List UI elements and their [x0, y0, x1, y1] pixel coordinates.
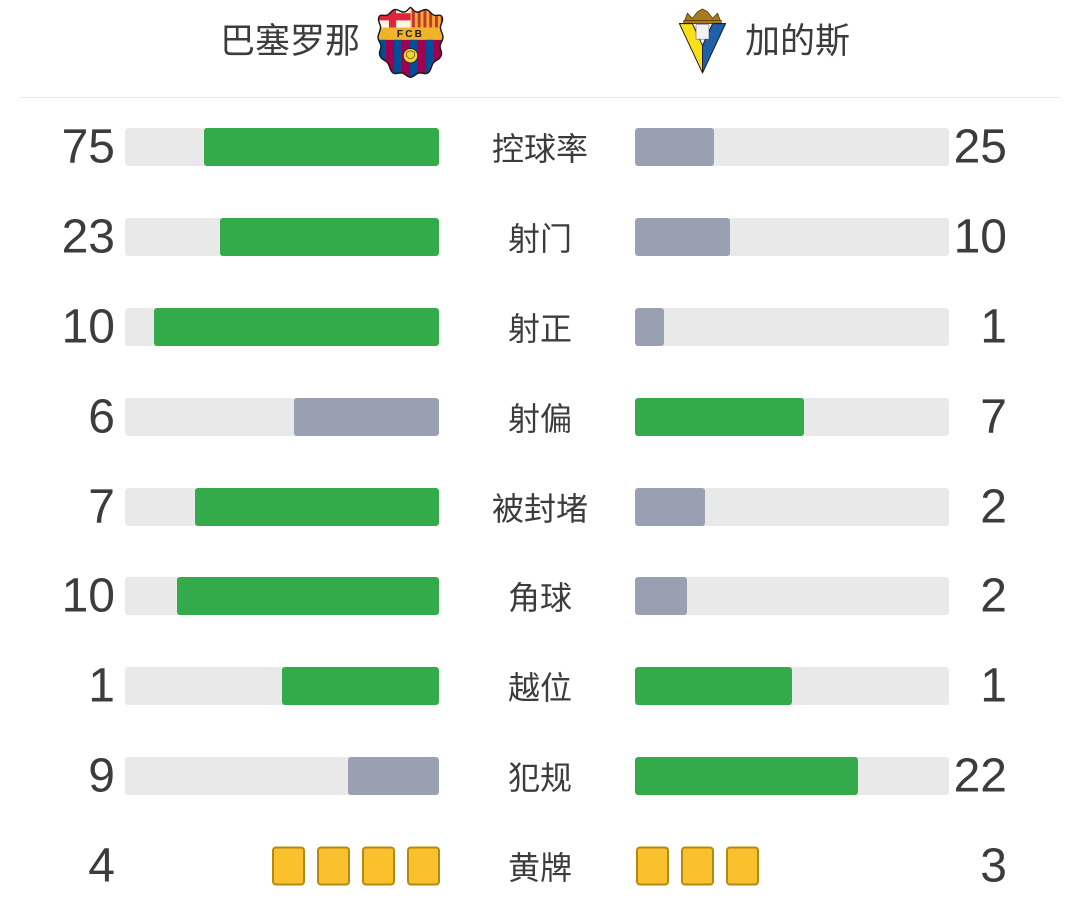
svg-text:FCB: FCB	[397, 29, 424, 40]
